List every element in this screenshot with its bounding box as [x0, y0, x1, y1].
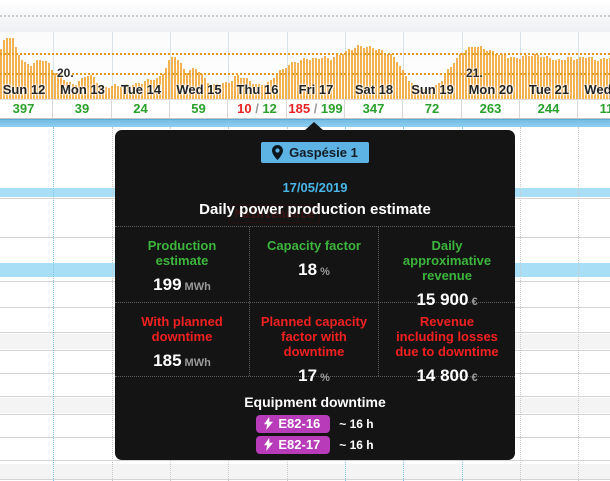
metric-daily-revenue: Daily approximative revenue 15 900€	[379, 227, 515, 302]
day-label-mon-13: Mon 13	[53, 82, 112, 97]
tooltip-arrow	[304, 122, 324, 131]
week-number-label: 20.	[57, 66, 74, 80]
turbine-badge-e82-16[interactable]: E82-16	[256, 415, 330, 433]
metrics-grid: Production estimate 199MWh Capacity fact…	[115, 226, 515, 377]
equipment-downtime-title: Equipment downtime	[115, 394, 515, 410]
day-total-cell[interactable]: 72	[403, 100, 462, 118]
tooltip-date: 17/05/2019	[115, 180, 515, 195]
day-total-cell[interactable]: 59	[170, 100, 228, 118]
metric-revenue-with-losses: Revenue including losses due to downtime…	[379, 303, 515, 376]
downtime-duration: ~ 16 h	[339, 417, 373, 431]
orange-gridline-upper	[0, 53, 610, 55]
orange-gridline-lower	[0, 73, 610, 75]
day-total-cell[interactable]: 185 / 199	[287, 100, 345, 118]
equipment-downtime-section: Equipment downtime E82-16 ~ 16 h E82-17	[115, 394, 515, 454]
metric-production-estimate: Production estimate 199MWh	[115, 227, 250, 302]
day-label-wed-15: Wed 15	[170, 82, 228, 97]
daily-production-tooltip: Maintenance Gaspésie 1 17/05/2019 Daily …	[115, 130, 515, 460]
day-grid-line	[112, 127, 113, 481]
production-dashboard: 20. 21. Sun 12Mon 13Tue 14Wed 15Thu 16Fri …	[0, 0, 610, 481]
day-total-cell[interactable]: 10 / 12	[228, 100, 287, 118]
day-label-tue-21: Tue 21	[520, 82, 578, 97]
site-name: Gaspésie 1	[289, 145, 358, 160]
day-total-cell[interactable]: 24	[112, 100, 170, 118]
lightning-bolt-icon	[264, 417, 273, 430]
equipment-row: E82-17 ~ 16 h	[115, 436, 515, 454]
site-badge: Gaspésie 1	[261, 142, 369, 163]
lightning-bolt-icon	[264, 438, 273, 451]
day-label-tue-14: Tue 14	[112, 82, 170, 97]
turbine-badge-e82-17[interactable]: E82-17	[256, 436, 330, 454]
day-label-mon-20: Mon 20	[462, 82, 520, 97]
location-pin-icon	[272, 145, 283, 160]
daily-totals-row: 39739245910 / 12185 / 1993477226324411	[0, 99, 610, 119]
day-label-sat-18: Sat 18	[345, 82, 403, 97]
week-number-label: 21.	[466, 66, 483, 80]
top-dotted-gridline	[0, 15, 610, 17]
day-grid-line	[53, 127, 54, 481]
row-group-separator-band	[0, 464, 610, 479]
metric-with-planned-downtime: With planned downtime 185MWh	[115, 303, 250, 376]
day-label-sun-19: Sun 19	[403, 82, 462, 97]
day-label-fri-17: Fri 17	[287, 82, 345, 97]
day-total-cell[interactable]: 244	[520, 100, 578, 118]
row-line	[0, 460, 610, 461]
day-grid-line	[520, 127, 521, 481]
day-grid-line	[578, 127, 579, 481]
day-total-cell[interactable]: 263	[462, 100, 520, 118]
row-line	[0, 479, 610, 480]
day-label-wed-22: Wed 22	[578, 82, 610, 97]
day-label-sun-12: Sun 12	[0, 82, 53, 97]
day-total-cell[interactable]: 397	[0, 100, 53, 118]
day-total-cell[interactable]: 39	[53, 100, 112, 118]
equipment-row: E82-16 ~ 16 h	[115, 415, 515, 433]
metric-capacity-factor: Capacity factor 18%	[250, 227, 379, 302]
downtime-duration: ~ 16 h	[339, 438, 373, 452]
tooltip-title: Daily power production estimate	[115, 201, 515, 218]
day-label-thu-16: Thu 16	[228, 82, 287, 97]
day-total-cell[interactable]: 11	[578, 100, 610, 118]
metric-planned-capacity-factor: Planned capacity factor with downtime 17…	[250, 303, 379, 376]
day-total-cell[interactable]: 347	[345, 100, 403, 118]
